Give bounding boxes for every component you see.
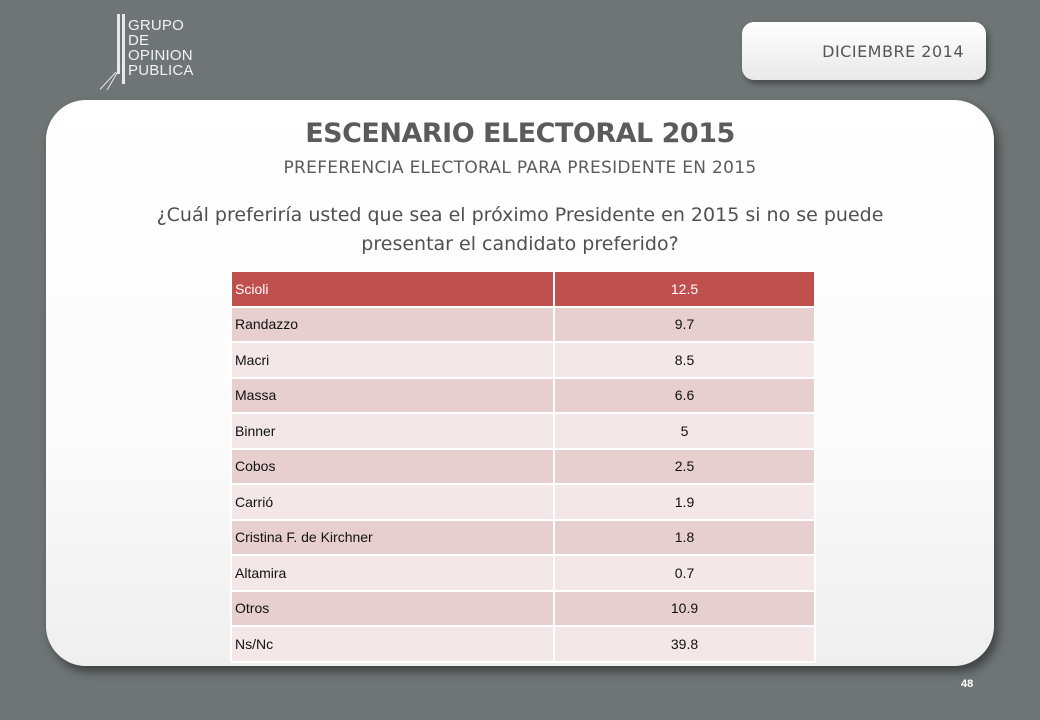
page-subtitle: PREFERENCIA ELECTORAL PARA PRESIDENTE EN… bbox=[283, 158, 757, 178]
percentage-cell: 9.7 bbox=[553, 305, 816, 343]
table-row: Ns/Nc 39.8 bbox=[230, 625, 816, 663]
page-title: ESCENARIO ELECTORAL 2015 bbox=[305, 118, 735, 149]
percentage-cell: 2.5 bbox=[553, 447, 816, 485]
candidate-name-cell: Cristina F. de Kirchner bbox=[230, 518, 555, 556]
logo-line: GRUPO bbox=[128, 17, 185, 34]
table-row: Otros 10.9 bbox=[230, 589, 816, 627]
logo-mark-icon bbox=[100, 14, 125, 90]
question-line-2: presentar el candidato preferido? bbox=[361, 233, 679, 255]
candidate-name-cell: Scioli bbox=[230, 270, 555, 308]
percentage-cell: 5 bbox=[553, 412, 816, 450]
percentage-cell: 0.7 bbox=[553, 554, 816, 592]
date-badge: DICIEMBRE 2014 bbox=[742, 22, 986, 80]
percentage-cell: 8.5 bbox=[553, 341, 816, 379]
question-line-1: ¿Cuál preferiría usted que sea el próxim… bbox=[156, 204, 884, 226]
logo-text: GRUPO DE OPINION PUBLICA bbox=[128, 18, 194, 78]
percentage-cell: 12.5 bbox=[553, 270, 816, 308]
candidate-name-cell: Otros bbox=[230, 589, 555, 627]
candidate-name-cell: Macri bbox=[230, 341, 555, 379]
percentage-cell: 1.8 bbox=[553, 518, 816, 556]
percentage-cell: 39.8 bbox=[553, 625, 816, 663]
logo-line: PUBLICA bbox=[128, 62, 194, 79]
candidate-name-cell: Binner bbox=[230, 412, 555, 450]
logo-line: DE bbox=[128, 32, 150, 49]
logo: GRUPO DE OPINION PUBLICA bbox=[100, 10, 210, 90]
table-row: Macri 8.5 bbox=[230, 341, 816, 379]
percentage-cell: 1.9 bbox=[553, 483, 816, 521]
candidate-name-cell: Cobos bbox=[230, 447, 555, 485]
logo-line: OPINION bbox=[128, 47, 193, 64]
table-row: Randazzo 9.7 bbox=[230, 305, 816, 343]
candidate-name-cell: Carrió bbox=[230, 483, 555, 521]
percentage-cell: 10.9 bbox=[553, 589, 816, 627]
table-row: Binner 5 bbox=[230, 412, 816, 450]
table-row: Massa 6.6 bbox=[230, 376, 816, 414]
candidate-name-cell: Massa bbox=[230, 376, 555, 414]
page-number: 48 bbox=[961, 678, 974, 690]
candidate-name-cell: Randazzo bbox=[230, 305, 555, 343]
table-row: Altamira 0.7 bbox=[230, 554, 816, 592]
results-table: Scioli 12.5 Randazzo 9.7 Macri 8.5 Massa 6.6 Bin… bbox=[230, 270, 816, 663]
percentage-cell: 6.6 bbox=[553, 376, 816, 414]
candidate-name-cell: Ns/Nc bbox=[230, 625, 555, 663]
results-table-body: Scioli 12.5 Randazzo 9.7 Macri 8.5 Massa 6.6 Bin… bbox=[230, 270, 816, 663]
survey-question: ¿Cuál preferiría usted que sea el próxim… bbox=[90, 201, 950, 259]
table-row: Carrió 1.9 bbox=[230, 483, 816, 521]
table-row: Cristina F. de Kirchner 1.8 bbox=[230, 518, 816, 556]
table-row: Scioli 12.5 bbox=[230, 270, 816, 308]
candidate-name-cell: Altamira bbox=[230, 554, 555, 592]
table-row: Cobos 2.5 bbox=[230, 447, 816, 485]
